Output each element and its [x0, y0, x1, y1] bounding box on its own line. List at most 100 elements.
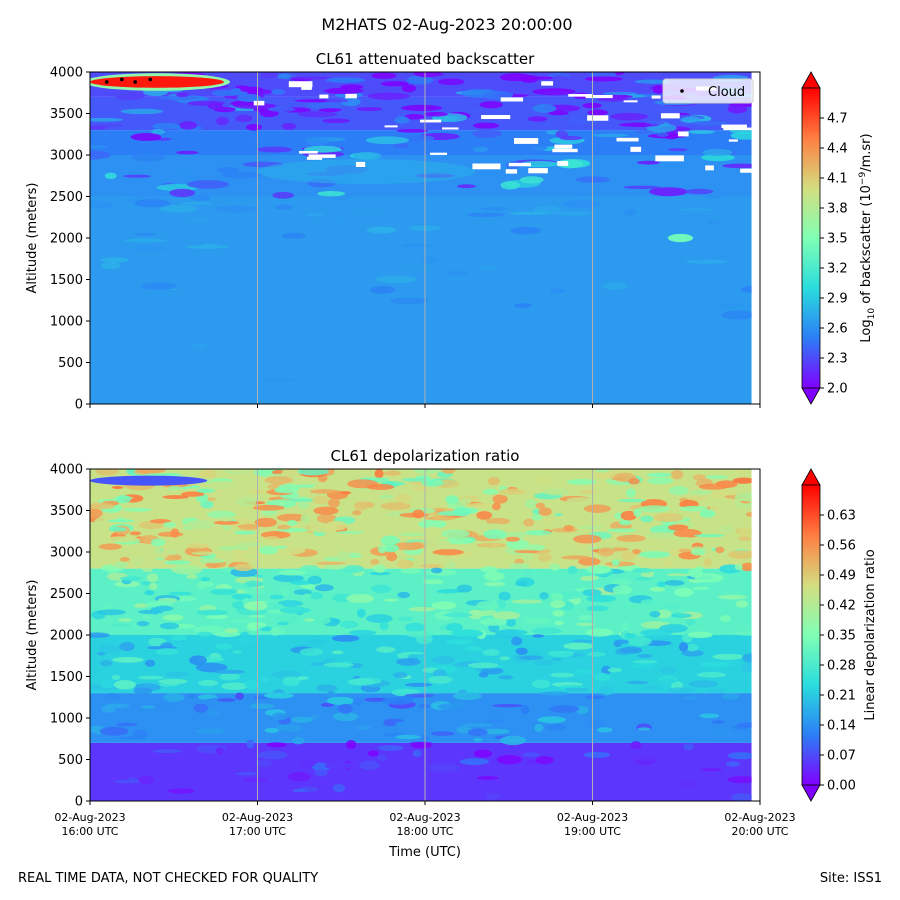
missing-data-gap [481, 115, 511, 120]
cloud-legend: Cloud [662, 78, 754, 104]
colorbar-tick-label: 0.00 [827, 779, 856, 794]
depolarization-heatmap [89, 468, 761, 802]
missing-data-gap [721, 124, 747, 129]
colorbar-tick-label: 3.2 [827, 262, 848, 277]
colorbar-tick-label: 3.8 [827, 202, 848, 217]
backscatter-y-label: Altitude (meters) [25, 183, 40, 294]
missing-data-gap [384, 125, 398, 128]
depolarization-y-ticks: 0 500 1000 1500 2000 2500 3000 3500 4000 [50, 463, 90, 810]
y-tick-label: 2500 [50, 587, 83, 602]
y-tick-label: 2000 [50, 629, 83, 644]
missing-data-gap [651, 95, 661, 99]
x-tick-date: 02-Aug-2023 [222, 811, 293, 824]
colorbar-tick-label: 0.63 [827, 509, 856, 524]
colorbar-tick-label: 2.9 [827, 292, 848, 307]
cloud-point-2 [133, 80, 138, 84]
depolarization-colorbar: 0.00 0.07 0.14 0.21 0.28 0.35 0.42 0.49 0.56 0.63 [801, 468, 856, 802]
colorbar-gradient [801, 87, 821, 389]
legend-cloud-label: Cloud [708, 85, 745, 100]
y-tick-label: 3500 [50, 107, 83, 122]
site-label: Site: ISS1 [820, 871, 882, 886]
missing-data-gap [420, 119, 442, 123]
figure-title: M2HATS 02-Aug-2023 20:00:00 [321, 15, 572, 34]
x-tick-date: 02-Aug-2023 [724, 811, 795, 824]
colorbar-gradient [801, 484, 821, 786]
y-tick-label: 2000 [50, 232, 83, 247]
missing-data-gap [319, 94, 329, 99]
missing-data-gap [655, 155, 684, 162]
depolarization-title: CL61 depolarization ratio [331, 447, 520, 465]
time-axis-label: Time (UTC) [388, 845, 461, 860]
colorbar-tick-label: 0.28 [827, 659, 856, 674]
missing-data-gap [505, 169, 518, 174]
missing-data-gap [298, 150, 318, 154]
backscatter-x-ticks [89, 404, 761, 408]
colorbar-tick-label: 2.6 [827, 322, 848, 337]
y-tick-label: 1500 [50, 273, 83, 288]
colorbar-tick-label: 0.21 [827, 689, 856, 704]
backscatter-feature-2 [667, 233, 693, 243]
backscatter-colorbar: 2.0 2.3 2.6 2.9 3.2 3.5 3.8 4.1 4.4 4.7 [801, 71, 848, 405]
colorbar-tick-label: 0.14 [827, 719, 856, 734]
missing-data-gap [429, 152, 448, 155]
depolarization-y-label: Altitude (meters) [25, 580, 40, 691]
y-tick-label: 1000 [50, 712, 83, 727]
quality-disclaimer: REAL TIME DATA, NOT CHECKED FOR QUALITY [18, 871, 318, 886]
y-tick-label: 1000 [50, 315, 83, 330]
colorbar-extend-max [801, 71, 821, 89]
y-tick-label: 1500 [50, 670, 83, 685]
colorbar-tick-label: 2.0 [827, 382, 848, 397]
missing-data-gap [568, 94, 594, 97]
backscatter-heatmap [89, 71, 761, 405]
y-tick-label: 3500 [50, 504, 83, 519]
colorbar-tick-label: 2.3 [827, 352, 848, 367]
backscatter-band-2 [90, 130, 752, 155]
missing-data-gap [660, 113, 680, 119]
missing-data-gap [308, 154, 336, 158]
x-tick-date: 02-Aug-2023 [557, 811, 628, 824]
y-tick-label: 4000 [50, 66, 83, 81]
missing-data-gap [630, 146, 642, 152]
y-tick-label: 500 [58, 356, 83, 371]
backscatter-panel: CL61 attenuated backscatter 0 500 1000 1500… [25, 50, 877, 413]
missing-data-gap [552, 148, 578, 153]
y-tick-label: 3000 [50, 546, 83, 561]
missing-data-gap [740, 168, 752, 173]
x-tick-time: 19:00 UTC [564, 825, 621, 838]
y-tick-label: 3000 [50, 149, 83, 164]
missing-data-gap [528, 168, 548, 174]
depolarization-colorbar-label: Linear depolarization ratio [863, 549, 878, 720]
missing-data-gap [442, 127, 459, 130]
colorbar-tick-label: 4.1 [827, 172, 848, 187]
colorbar-tick-label: 4.7 [827, 112, 848, 127]
missing-data-gap [557, 161, 569, 166]
missing-data-gap [616, 137, 639, 142]
y-tick-label: 0 [75, 795, 83, 810]
y-tick-label: 500 [58, 753, 83, 768]
backscatter-feature-0 [90, 76, 224, 88]
colorbar-extend-min [801, 784, 821, 802]
x-tick-time: 18:00 UTC [396, 825, 453, 838]
x-tick-time: 20:00 UTC [731, 825, 788, 838]
y-tick-label: 2500 [50, 190, 83, 205]
depolarization-band-1 [90, 693, 752, 743]
backscatter-colorbar-label: Log10 of backscatter (10−9/m.sr) [858, 133, 877, 342]
x-tick-date: 02-Aug-2023 [54, 811, 125, 824]
missing-data-gap [345, 93, 357, 99]
missing-data-gap [677, 131, 689, 137]
missing-data-gap [253, 100, 265, 106]
colorbar-tick-label: 0.07 [827, 749, 856, 764]
colorbar-tick-label: 3.5 [827, 232, 848, 247]
y-tick-label: 4000 [50, 463, 83, 478]
colorbar-extend-min [801, 387, 821, 405]
y-tick-label: 0 [75, 398, 83, 413]
cloud-point-3 [148, 77, 153, 82]
missing-data-gap [728, 139, 738, 142]
cloud-point-0 [104, 80, 109, 84]
legend-box [662, 78, 754, 104]
missing-data-gap [723, 127, 752, 131]
x-tick-time: 16:00 UTC [61, 825, 118, 838]
missing-data-gap [355, 161, 366, 167]
